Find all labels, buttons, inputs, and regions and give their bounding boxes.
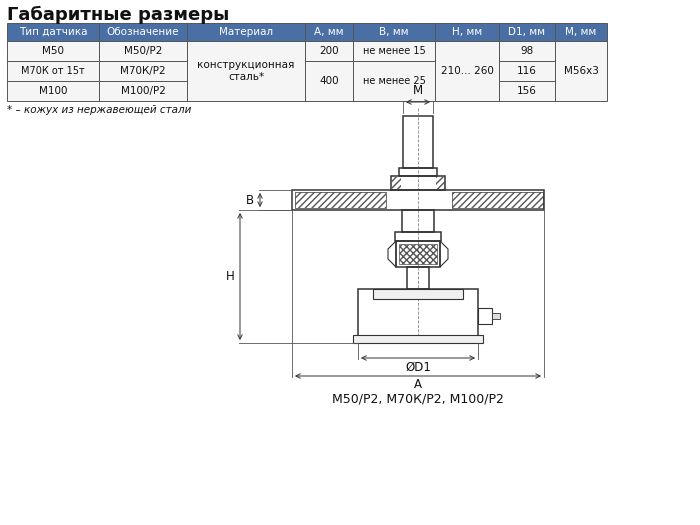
Text: Материал: Материал — [219, 27, 273, 37]
Text: * – кожух из нержавеющей стали: * – кожух из нержавеющей стали — [7, 105, 191, 115]
Bar — [555, 23, 607, 41]
Text: не менее 25: не менее 25 — [363, 76, 426, 86]
Bar — [305, 41, 353, 61]
Bar — [353, 41, 435, 61]
Text: конструкционная
сталь*: конструкционная сталь* — [197, 60, 295, 82]
Text: 400: 400 — [319, 76, 339, 86]
Bar — [402, 210, 434, 232]
Text: 156: 156 — [517, 86, 537, 96]
Bar — [295, 192, 386, 208]
Bar — [353, 335, 483, 343]
Bar — [7, 61, 99, 81]
Text: А, мм: А, мм — [314, 27, 344, 37]
Text: М100/Р2: М100/Р2 — [120, 86, 165, 96]
Text: М, мм: М, мм — [566, 27, 596, 37]
Text: М50/Р2: М50/Р2 — [124, 46, 162, 56]
Text: М70К от 15т: М70К от 15т — [21, 66, 85, 76]
Bar — [391, 176, 445, 190]
Bar — [295, 192, 386, 208]
Bar — [7, 81, 99, 101]
Text: М50/Р2, М70К/Р2, М100/Р2: М50/Р2, М70К/Р2, М100/Р2 — [332, 393, 504, 405]
Bar — [396, 241, 440, 267]
Text: М100: М100 — [38, 86, 67, 96]
Bar — [452, 192, 543, 208]
Bar — [305, 61, 353, 101]
Bar — [99, 23, 187, 41]
Bar — [478, 308, 492, 324]
Bar — [452, 192, 543, 208]
Text: М56х3: М56х3 — [564, 66, 598, 76]
Bar — [499, 41, 555, 61]
Text: Габаритные размеры: Габаритные размеры — [7, 6, 230, 24]
Text: Обозначение: Обозначение — [106, 27, 179, 37]
Bar — [99, 41, 187, 61]
Bar — [99, 81, 187, 101]
Bar — [358, 289, 478, 343]
Text: М: М — [413, 83, 423, 97]
Text: 200: 200 — [319, 46, 339, 56]
Text: 116: 116 — [517, 66, 537, 76]
Text: В, мм: В, мм — [379, 27, 409, 37]
Text: D1, мм: D1, мм — [508, 27, 545, 37]
Bar — [392, 177, 401, 189]
Text: 210... 260: 210... 260 — [440, 66, 494, 76]
Bar — [353, 61, 435, 101]
Bar — [499, 81, 555, 101]
Text: не менее 15: не менее 15 — [363, 46, 426, 56]
Bar — [353, 23, 435, 41]
Bar — [436, 177, 445, 189]
Text: А: А — [414, 379, 422, 392]
Bar — [7, 23, 99, 41]
Text: Н, мм: Н, мм — [452, 27, 482, 37]
Bar — [399, 168, 437, 176]
Text: 98: 98 — [520, 46, 533, 56]
Bar — [187, 41, 305, 101]
Bar — [499, 61, 555, 81]
Bar — [407, 267, 429, 289]
Bar — [305, 23, 353, 41]
Text: ØD1: ØD1 — [405, 361, 431, 373]
Bar — [555, 41, 607, 101]
Bar — [492, 313, 500, 319]
Text: М70К/Р2: М70К/Р2 — [120, 66, 166, 76]
Bar — [399, 244, 437, 264]
Bar — [292, 190, 544, 210]
Bar — [187, 23, 305, 41]
Text: Н: Н — [225, 270, 234, 283]
Bar — [435, 41, 499, 101]
Text: М50: М50 — [42, 46, 64, 56]
Text: B: B — [246, 194, 254, 206]
Bar — [499, 23, 555, 41]
Text: Тип датчика: Тип датчика — [19, 27, 88, 37]
Bar — [435, 23, 499, 41]
Bar — [373, 289, 463, 299]
Bar — [395, 232, 441, 241]
Bar — [7, 41, 99, 61]
Bar — [99, 61, 187, 81]
Bar — [403, 116, 433, 168]
